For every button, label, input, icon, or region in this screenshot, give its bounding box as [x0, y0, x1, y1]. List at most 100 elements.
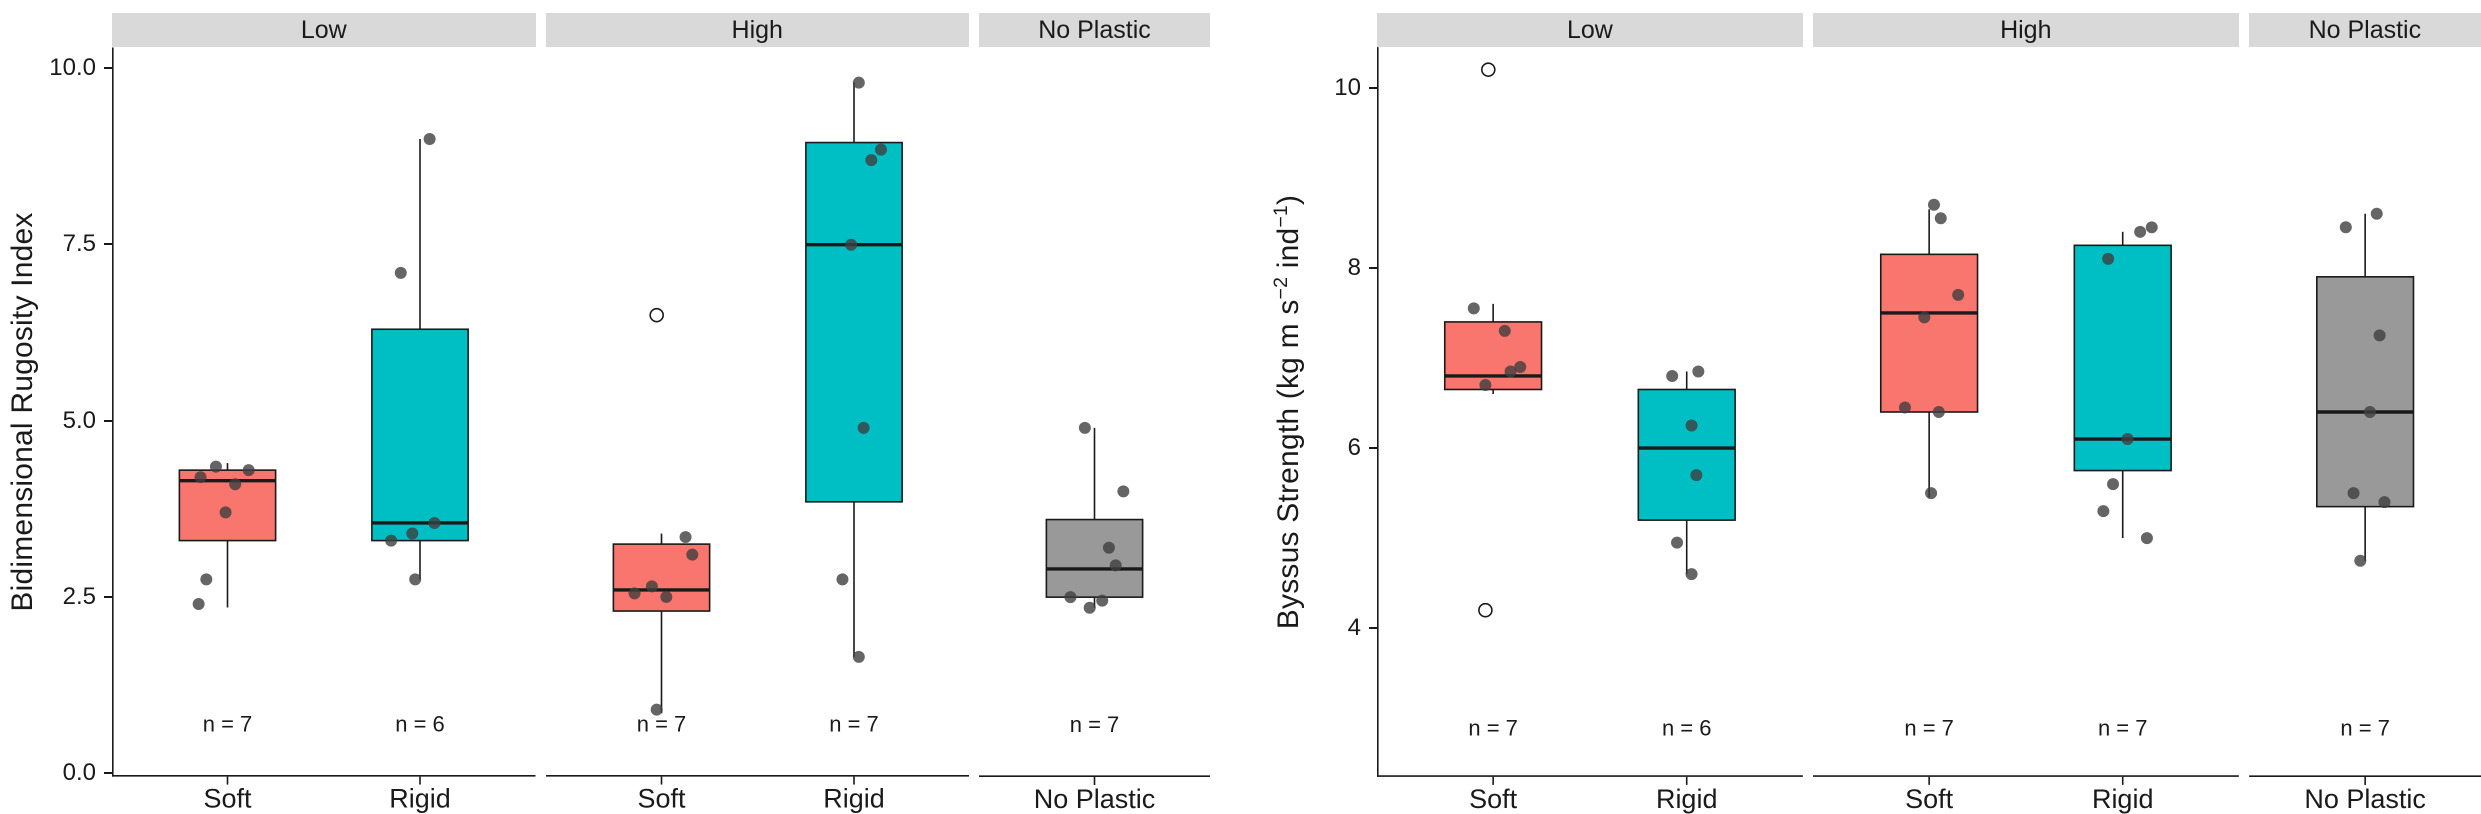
data-point	[1083, 601, 1096, 614]
rugosity-facet-row: Low Soft n = 7 Rigid n = 6 High Soft n = 7 Rigid…	[112, 13, 1210, 814]
data-point	[2140, 532, 2153, 545]
data-point	[2145, 221, 2158, 234]
facet-strip-label: No Plastic	[1038, 15, 1151, 44]
byssus-y-axis: 4 6 8 10	[1311, 13, 1377, 814]
data-point	[1924, 487, 1937, 500]
data-point	[194, 471, 207, 484]
facet-strip: No Plastic	[979, 13, 1210, 47]
facet-high: High Soft n = 7 Rigid n = 7	[545, 13, 969, 814]
data-point	[1685, 568, 1698, 581]
x-axis-tick-label: No Plastic	[1034, 784, 1156, 814]
data-point	[650, 703, 663, 716]
box-rigid	[371, 328, 469, 542]
x-axis-tick-label: Soft	[1905, 784, 1954, 814]
data-point	[645, 580, 658, 593]
x-axis-tick-label: Rigid	[823, 784, 884, 814]
data-point	[1064, 591, 1077, 604]
y-tick-label: 10.0	[49, 54, 96, 82]
facet-strip: High	[545, 13, 969, 47]
facet-low: Low Soft n = 7 Rigid n = 6	[1377, 13, 1803, 814]
facet-strip-label: Low	[1566, 15, 1613, 44]
y-tick-mark	[104, 67, 112, 70]
data-point	[2106, 478, 2119, 491]
data-point	[864, 154, 877, 167]
y-tick-mark	[1369, 266, 1377, 269]
data-point	[2370, 207, 2383, 220]
x-axis-tick-label: Soft	[1469, 784, 1518, 814]
y-label-segment: )	[1272, 194, 1305, 206]
data-point	[1932, 406, 1945, 419]
y-tick-label: 5.0	[62, 406, 96, 434]
data-point	[1927, 198, 1940, 211]
data-point	[835, 573, 848, 586]
data-point	[1690, 469, 1703, 482]
facet-panel: Soft n = 7 Rigid n = 6	[112, 47, 536, 814]
data-point	[844, 238, 857, 251]
data-point	[628, 587, 641, 600]
facet-panel: Soft n = 7 Rigid n = 6	[1377, 47, 1803, 814]
outlier-point	[648, 307, 664, 323]
data-point	[2347, 487, 2360, 500]
y-tick-label: 0.0	[62, 759, 96, 787]
y-tick-label: 8	[1347, 253, 1361, 281]
data-point	[1479, 378, 1492, 391]
sample-size-label: n = 7	[829, 712, 878, 737]
box-rigid	[2073, 244, 2172, 472]
facet-no-plastic: No Plastic No Plastic n = 7	[2248, 13, 2481, 814]
x-axis-tick-label: Rigid	[389, 784, 450, 814]
sample-size-label: n = 6	[1662, 715, 1712, 740]
data-point	[852, 76, 865, 89]
byssus-y-axis-label: Byssus Strength (kg m s−2 ind−1)	[1265, 13, 1311, 814]
facet-strip: Low	[1377, 13, 1803, 47]
data-point	[200, 573, 213, 586]
data-point	[1685, 419, 1698, 432]
y-label-superscript: −1	[1270, 205, 1292, 228]
x-axis-tick-label: Rigid	[2092, 784, 2154, 814]
data-point	[394, 266, 407, 279]
facet-strip-label: Low	[300, 15, 347, 44]
sample-size-label: n = 7	[2340, 715, 2390, 740]
data-point	[1117, 485, 1130, 498]
facet-strip: High	[1812, 13, 2239, 47]
data-point	[857, 421, 870, 434]
box-soft	[1879, 253, 1979, 413]
data-point	[1952, 288, 1965, 301]
data-point	[1692, 365, 1705, 378]
data-point	[2363, 406, 2376, 418]
data-point	[1102, 541, 1115, 554]
facet-low: Low Soft n = 7 Rigid n = 6	[112, 13, 536, 814]
data-point	[406, 527, 419, 540]
data-point	[852, 650, 865, 663]
facet-panel: Soft n = 7 Rigid n = 7	[545, 76, 969, 814]
byssus-chart: Byssus Strength (kg m s−2 ind−1) 4 6 8 10 L…	[1265, 0, 2481, 814]
data-point	[428, 516, 441, 529]
data-point	[242, 464, 255, 477]
data-point	[1109, 559, 1122, 572]
x-axis-tick-label: Rigid	[1656, 784, 1718, 814]
facet-strip: No Plastic	[2248, 13, 2481, 47]
y-tick-label: 4	[1347, 614, 1361, 642]
x-axis-tick-label: Soft	[637, 784, 685, 814]
data-point	[2373, 329, 2386, 342]
facet-panel: Soft n = 7 Rigid n = 7	[1812, 198, 2239, 814]
y-label-segment: ind	[1272, 227, 1305, 277]
sample-size-label: n = 7	[1904, 715, 1954, 740]
data-point	[2097, 505, 2110, 518]
data-point	[659, 590, 672, 603]
box-no-plastic	[2315, 276, 2414, 508]
facet-panel: No Plastic n = 7	[2248, 207, 2481, 814]
data-point	[1666, 369, 1679, 382]
data-point	[1918, 311, 1931, 324]
rugosity-y-axis-label: Bidimensional Rugosity Index	[0, 13, 46, 814]
y-tick-mark	[104, 772, 112, 775]
data-point	[209, 460, 222, 473]
sample-size-label: n = 7	[1468, 715, 1518, 740]
y-axis-label-text: Byssus Strength (kg m s−2 ind−1)	[1270, 195, 1306, 629]
sample-size-label: n = 7	[2098, 715, 2148, 740]
data-point	[1498, 324, 1511, 337]
data-point	[385, 534, 398, 547]
data-point	[1934, 212, 1947, 225]
data-point	[874, 143, 887, 156]
sample-size-label: n = 6	[395, 712, 444, 737]
